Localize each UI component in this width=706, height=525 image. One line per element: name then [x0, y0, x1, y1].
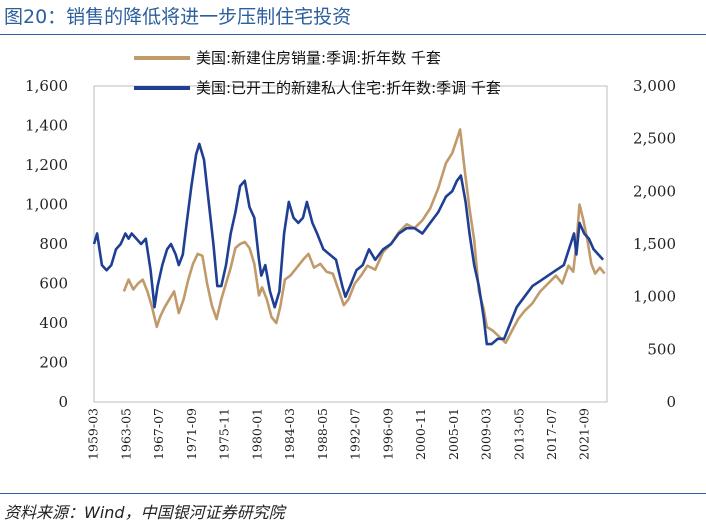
figure-title: 图20：销售的降低将进一步压制住宅投资: [4, 6, 352, 28]
left-tick-label: 600: [39, 275, 68, 293]
left-tick-label: 1,600: [25, 77, 68, 95]
left-tick-label: 800: [39, 235, 68, 253]
series-new-home-sales-line: [122, 128, 606, 345]
x-tick-label: 2021-09: [577, 408, 592, 460]
left-tick-label: 1,200: [25, 156, 68, 174]
series-housing-starts-line: [92, 142, 605, 346]
left-tick-label: 400: [39, 314, 68, 332]
left-tick-label: 1,000: [25, 196, 68, 214]
legend: 美国:新建住房销量:季调:折年数 千套 美国:已开工的新建私人住宅:折年数:季调…: [134, 49, 501, 97]
x-tick-label: 2009-03: [479, 408, 494, 460]
x-tick-label: 1971-09: [184, 408, 199, 460]
x-tick-label: 2000-11: [413, 408, 428, 460]
right-tick-label: 500: [647, 340, 676, 358]
right-tick-label: 3,000: [633, 77, 676, 95]
left-tick-label: 200: [39, 354, 68, 372]
x-tick-label: 1959-03: [86, 408, 101, 460]
line-chart: 0 200 400 600 800 1,000 1,200 1,400 1,600 0 500 1,…: [25, 49, 676, 460]
x-tick-label: 1996-09: [380, 408, 395, 460]
x-tick-label: 1963-05: [119, 408, 134, 460]
right-tick-label: 0: [666, 393, 676, 411]
series-layer: [92, 128, 606, 346]
right-axis-ticks: 0 500 1,000 1,500 2,000 2,500 3,000: [633, 77, 676, 411]
left-tick-label: 0: [58, 393, 68, 411]
figure-source: 资料来源：Wind，中国银河证券研究院: [4, 503, 285, 522]
legend-label-housing-starts: 美国:已开工的新建私人住宅:折年数:季调 千套: [196, 79, 501, 97]
x-tick-label: 1975-11: [217, 408, 232, 460]
x-tick-label: 2017-07: [544, 408, 559, 460]
left-tick-label: 1,400: [25, 117, 68, 135]
x-tick-label: 1980-01: [249, 408, 264, 460]
x-axis-ticks: 1959-03 1963-05 1967-07 1971-09 1975-11 1980-…: [86, 408, 592, 460]
x-tick-label: 1988-05: [315, 408, 330, 460]
right-tick-label: 2,500: [633, 130, 676, 148]
legend-label-new-home-sales: 美国:新建住房销量:季调:折年数 千套: [196, 49, 441, 67]
title-rule: [0, 34, 706, 35]
source-rule: [0, 493, 706, 494]
x-tick-label: 2005-01: [446, 408, 461, 460]
x-tick-label: 1967-07: [151, 408, 166, 460]
left-axis-ticks: 0 200 400 600 800 1,000 1,200 1,400 1,600: [25, 77, 68, 411]
right-tick-label: 1,000: [633, 288, 676, 306]
x-tick-label: 1992-07: [348, 408, 363, 460]
right-tick-label: 2,000: [633, 182, 676, 200]
right-tick-label: 1,500: [633, 235, 676, 253]
x-tick-label: 2013-05: [511, 408, 526, 460]
x-tick-label: 1984-03: [282, 408, 297, 460]
